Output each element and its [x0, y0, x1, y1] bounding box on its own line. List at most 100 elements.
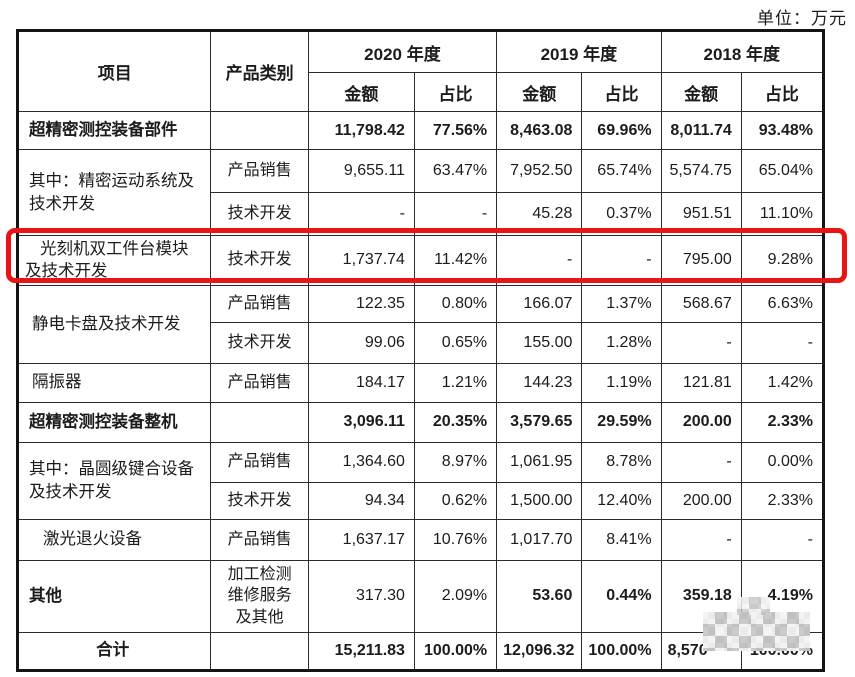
amount-cell: 94.34 — [307, 481, 415, 520]
redaction-mosaic-top — [737, 597, 770, 615]
category-cell: 技术开发 — [210, 481, 309, 520]
amount-cell: 9,655.11 — [307, 149, 415, 193]
category-cell: 产品销售 — [210, 284, 309, 323]
amount-cell: 1,017.70 — [496, 518, 583, 561]
category-cell: 加工检测 维修服务 及其他 — [210, 559, 309, 633]
ratio-cell: - — [740, 321, 825, 364]
amount-cell: - — [660, 518, 742, 561]
amount-cell: 1,737.74 — [307, 235, 415, 286]
col-header-year-2019: 2019 年度 — [496, 30, 662, 73]
amount-cell: - — [660, 441, 742, 483]
ratio-cell: 1.19% — [581, 362, 662, 403]
category-cell: 产品销售 — [210, 149, 309, 193]
ratio-cell: 1.28% — [581, 321, 662, 364]
ratio-cell: 0.00% — [740, 441, 825, 483]
category-cell: 技术开发 — [210, 321, 309, 364]
amount-cell: - — [660, 321, 742, 364]
amount-cell: 7,952.50 — [496, 149, 583, 193]
ratio-cell: 10.76% — [413, 518, 498, 561]
amount-cell: 45.28 — [496, 192, 583, 236]
ratio-cell: 11.42% — [413, 235, 498, 286]
table-row: 技术开发 99.06 0.65% 155.00 1.28% - - — [18, 321, 825, 364]
ratio-cell: 2.33% — [740, 401, 825, 443]
ratio-cell: - — [413, 192, 498, 236]
amount-cell: 184.17 — [307, 362, 415, 403]
amount-cell: 121.81 — [660, 362, 742, 403]
ratio-cell: - — [740, 518, 825, 561]
amount-cell: 1,364.60 — [307, 441, 415, 483]
item-cell: 其中：精密运动系统及技术开发 — [16, 149, 212, 236]
table-row: 其他 加工检测 维修服务 及其他 317.30 2.09% 53.60 0.44… — [16, 559, 825, 633]
ratio-cell: 77.56% — [413, 111, 498, 150]
ratio-cell: 8.41% — [581, 518, 662, 561]
category-cell — [210, 111, 309, 150]
table-row-highlighted: 光刻机双工件台模块及技术开发 技术开发 1,737.74 11.42% - - … — [16, 235, 825, 286]
col-header-ratio-2020: 占比 — [413, 72, 498, 112]
category-cell: 技术开发 — [210, 192, 309, 236]
amount-cell: 1,637.17 — [307, 518, 415, 561]
table-row: 技术开发 94.34 0.62% 1,500.00 12.40% 200.00 … — [18, 481, 825, 520]
revenue-breakdown-table: 项目 产品类别 2020 年度 2019 年度 2018 年度 金额 占比 金额… — [16, 29, 825, 672]
ratio-cell: 0.44% — [581, 559, 662, 633]
ratio-cell: 100.00% — [413, 631, 498, 671]
amount-cell: 951.51 — [660, 192, 742, 236]
category-cell: 产品销售 — [210, 518, 309, 561]
amount-cell: 5,574.75 — [660, 149, 742, 193]
amount-cell: 1,061.95 — [496, 441, 583, 483]
ratio-cell: 0.80% — [413, 284, 498, 323]
amount-cell: 11,798.42 — [307, 111, 415, 150]
amount-cell: 3,096.11 — [307, 401, 415, 443]
amount-cell: 53.60 — [496, 559, 583, 633]
ratio-cell: 69.96% — [581, 111, 662, 150]
amount-cell: 200.00 — [660, 401, 742, 443]
ratio-cell: 0.65% — [413, 321, 498, 364]
ratio-cell: 0.37% — [581, 192, 662, 236]
item-cell: 隔振器 — [16, 362, 212, 403]
item-cell: 超精密测控装备整机 — [16, 401, 212, 443]
header-row-years: 项目 产品类别 2020 年度 2019 年度 2018 年度 — [16, 30, 825, 112]
ratio-cell: 29.59% — [581, 401, 662, 443]
category-cell — [210, 401, 309, 443]
redaction-mosaic — [703, 612, 810, 651]
amount-cell: 12,096.32 — [496, 631, 583, 671]
amount-cell: 3,579.65 — [496, 401, 583, 443]
ratio-cell: 12.40% — [581, 481, 662, 520]
amount-cell: - — [496, 235, 583, 286]
col-header-amount-2020: 金额 — [307, 72, 415, 112]
table-row: 其中：精密运动系统及技术开发 产品销售 9,655.11 63.47% 7,95… — [16, 149, 825, 236]
ratio-cell: 100.00% — [581, 631, 662, 671]
item-cell: 光刻机双工件台模块及技术开发 — [16, 235, 212, 286]
item-cell: 超精密测控装备部件 — [16, 111, 212, 150]
category-cell — [210, 631, 309, 671]
amount-cell: 15,211.83 — [307, 631, 415, 671]
ratio-cell: 2.09% — [413, 559, 498, 633]
amount-cell: 1,500.00 — [496, 481, 583, 520]
header-row-metrics: 金额 占比 金额 占比 金额 占比 — [18, 72, 825, 112]
item-cell: 其中：晶圆级键合设备及技术开发 — [16, 441, 212, 520]
ratio-cell: - — [581, 235, 662, 286]
ratio-cell: 93.48% — [740, 111, 825, 150]
amount-cell: 155.00 — [496, 321, 583, 364]
amount-cell: 166.07 — [496, 284, 583, 323]
amount-cell: 122.35 — [307, 284, 415, 323]
table-row: 超精密测控装备部件 11,798.42 77.56% 8,463.08 69.9… — [16, 111, 825, 150]
table-row: 隔振器 产品销售 184.17 1.21% 144.23 1.19% 121.8… — [16, 362, 825, 403]
ratio-cell: 0.62% — [413, 481, 498, 520]
col-header-item: 项目 — [16, 30, 212, 112]
ratio-cell: 1.42% — [740, 362, 825, 403]
amount-cell: 8,011.74 — [660, 111, 742, 150]
amount-cell: 317.30 — [307, 559, 415, 633]
col-header-category: 产品类别 — [210, 30, 309, 112]
amount-cell: 144.23 — [496, 362, 583, 403]
item-cell: 激光退火设备 — [16, 518, 212, 561]
col-header-ratio-2018: 占比 — [740, 72, 825, 112]
amount-cell: 568.67 — [660, 284, 742, 323]
item-cell: 静电卡盘及技术开发 — [16, 284, 212, 364]
ratio-cell: 1.37% — [581, 284, 662, 323]
ratio-cell: 63.47% — [413, 149, 498, 193]
ratio-cell: 65.74% — [581, 149, 662, 193]
category-cell: 技术开发 — [210, 235, 309, 286]
table-row: 激光退火设备 产品销售 1,637.17 10.76% 1,017.70 8.4… — [16, 518, 825, 561]
col-header-amount-2019: 金额 — [496, 72, 583, 112]
